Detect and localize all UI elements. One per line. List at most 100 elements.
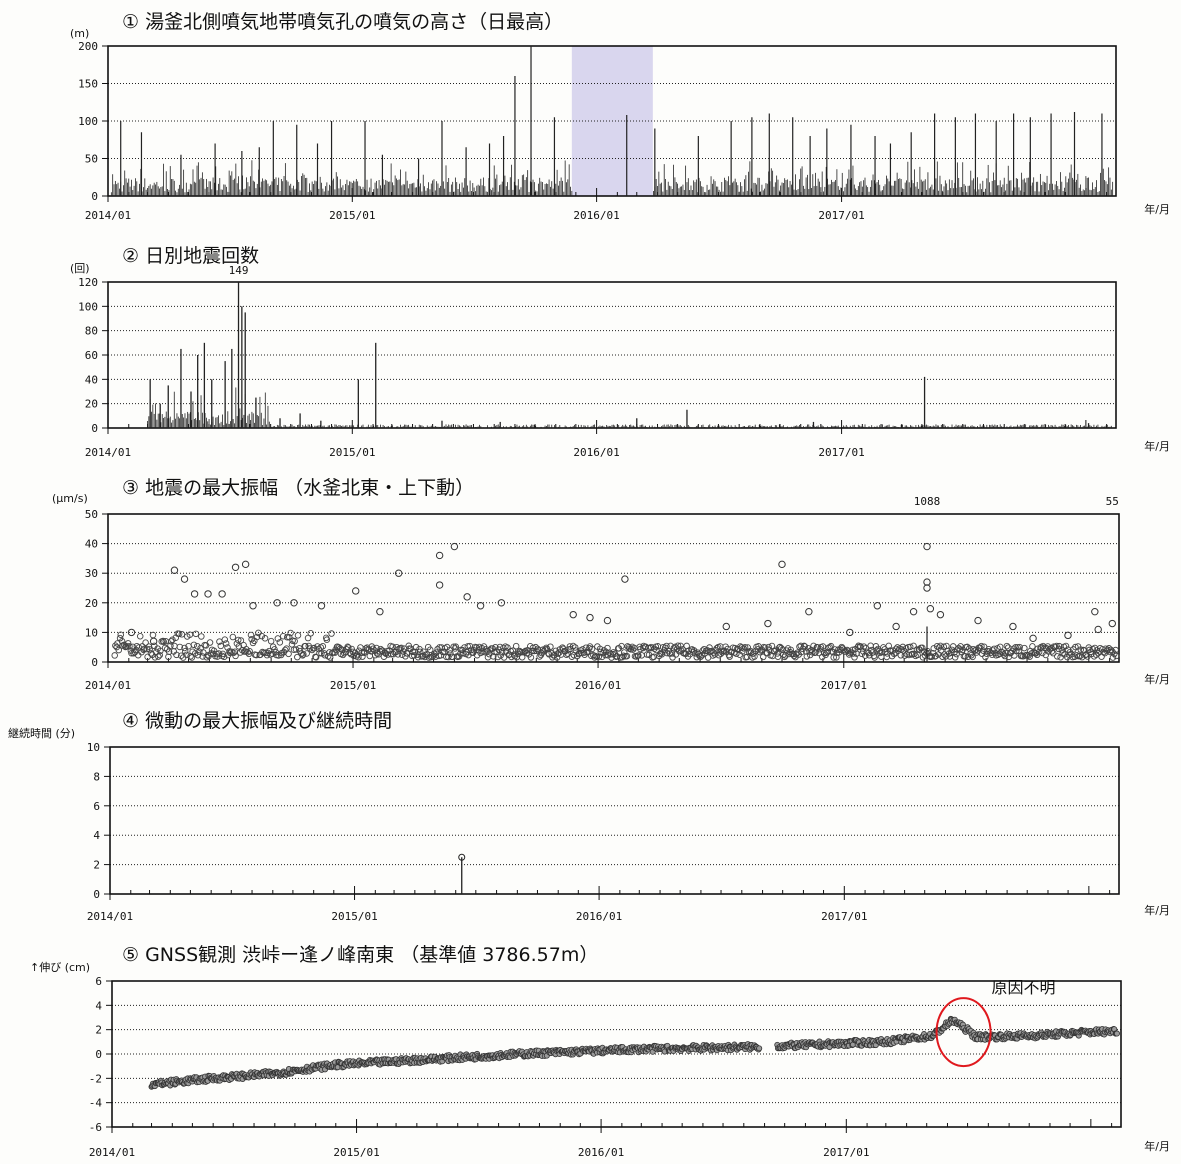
- y-tick-label: 20: [85, 597, 98, 610]
- amplitude-point: [196, 648, 203, 655]
- amplitude-point: [246, 648, 253, 655]
- amplitude-point: [352, 587, 360, 595]
- amplitude-point: [445, 653, 452, 661]
- daily-bars: [147, 387, 1114, 428]
- amplitude-point: [371, 651, 379, 659]
- amplitude-point: [1105, 645, 1113, 652]
- amplitude-point: [582, 644, 590, 651]
- amplitude-point: [764, 619, 772, 628]
- amplitude-point: [283, 633, 291, 641]
- amplitude-point: [175, 630, 183, 638]
- amplitude-point: [452, 643, 459, 650]
- amplitude-point: [261, 635, 269, 642]
- amplitude-point: [792, 650, 800, 658]
- y-tick-label: 50: [85, 153, 98, 166]
- y-tick-label: 100: [78, 300, 98, 313]
- amplitude-point: [1003, 642, 1011, 650]
- amplitude-point: [221, 636, 229, 643]
- amplitude-point: [157, 647, 164, 655]
- amplitude-point: [1012, 643, 1019, 651]
- amplitude-point: [497, 652, 504, 659]
- amplitude-point: [504, 644, 511, 651]
- y-tick-label: 50: [85, 508, 98, 521]
- y-tick-label: 4: [95, 999, 102, 1012]
- amplitude-point: [412, 643, 420, 651]
- daily-bars: [110, 160, 1114, 196]
- y-tick-label: 200: [78, 40, 98, 53]
- amplitude-point: [849, 646, 856, 654]
- amplitude-point: [1091, 607, 1099, 616]
- amplitude-point: [180, 575, 189, 583]
- amplitude-point: [317, 602, 326, 610]
- amplitude-point: [463, 593, 471, 601]
- y-tick-label: 100: [78, 115, 98, 128]
- gnss-points: [148, 1015, 1120, 1090]
- amplitude-point: [170, 566, 179, 574]
- amplitude-point: [923, 542, 931, 551]
- amplitude-point: [1113, 652, 1120, 660]
- amplitude-point: [214, 653, 221, 660]
- amplitude-point: [165, 648, 173, 655]
- y-tick-label: 4: [93, 829, 100, 842]
- panel-title: ④ 微動の最大振幅及び継続時間: [122, 710, 392, 732]
- amplitude-point: [377, 645, 384, 653]
- y-tick-label: 40: [85, 538, 98, 551]
- amplitude-point: [169, 636, 176, 643]
- dense-points: [111, 629, 1120, 661]
- amplitude-point: [477, 649, 484, 657]
- amplitude-point: [722, 622, 730, 631]
- plot-frame: [107, 513, 1120, 663]
- amplitude-point: [172, 634, 180, 641]
- amplitude-point: [854, 643, 862, 651]
- amplitude-point: [618, 642, 625, 650]
- amplitude-point: [276, 639, 284, 646]
- y-tick-label: -6: [89, 1121, 102, 1134]
- amplitude-point: [1062, 642, 1070, 650]
- y-tick-label: 0: [91, 422, 98, 435]
- y-axis-unit: (回): [70, 262, 90, 275]
- amplitude-point: [990, 645, 998, 653]
- amplitude-point: [292, 646, 300, 653]
- amplitude-point: [237, 637, 245, 644]
- amplitude-point: [1021, 644, 1028, 652]
- amplitude-point: [1107, 646, 1115, 654]
- y-tick-label: 10: [87, 741, 100, 754]
- amplitude-point: [434, 645, 441, 653]
- amplitude-point: [155, 653, 162, 660]
- amplitude-point: [279, 632, 287, 640]
- y-tick-label: 6: [95, 975, 102, 988]
- amplitude-point: [569, 610, 577, 619]
- amplitude-point: [951, 654, 959, 661]
- panel-5: ⑤ GNSS観測 渋峠ー逢ノ峰南東 （基準値 3786.57m） ↑伸び (cm)…: [30, 944, 1170, 1159]
- amplitude-point: [111, 652, 118, 659]
- amplitude-point: [426, 646, 434, 654]
- y-tick-label: 6: [93, 800, 100, 813]
- amplitude-point: [545, 650, 552, 657]
- amplitude-point: [204, 590, 212, 598]
- amplitude-point: [115, 646, 122, 654]
- amplitude-point: [351, 649, 359, 656]
- amplitude-point: [450, 542, 459, 551]
- y-tick-label: 2: [95, 1024, 102, 1037]
- x-tick-label: 2016/01: [576, 910, 622, 923]
- amplitude-point: [1000, 651, 1007, 658]
- amplitude-point: [455, 653, 463, 660]
- panel-title: ③ 地震の最大振幅 （水釜北東・上下動）: [122, 477, 474, 499]
- amplitude-point: [909, 607, 918, 616]
- x-tick-label: 2014/01: [85, 679, 131, 692]
- amplitude-point: [554, 650, 562, 657]
- panel-1: ① 湯釜北側噴気地帯噴気孔の噴気の高さ（日最高） (m)200 150 100 50 0 2…: [70, 11, 1170, 222]
- amplitude-point: [136, 632, 144, 640]
- amplitude-point: [871, 654, 878, 661]
- x-axis-unit: 年/月: [1144, 672, 1170, 686]
- amplitude-point: [1109, 654, 1117, 661]
- amplitude-point: [982, 653, 989, 661]
- amplitude-point: [1029, 643, 1036, 650]
- x-axis-unit: 年/月: [1144, 1139, 1170, 1153]
- amplitude-point: [1049, 649, 1057, 657]
- amplitude-point: [810, 642, 817, 650]
- amplitude-point: [171, 642, 178, 650]
- amplitude-point: [910, 642, 917, 650]
- amplitude-point: [310, 644, 318, 652]
- y-axis-unit: (μm/s): [52, 492, 88, 505]
